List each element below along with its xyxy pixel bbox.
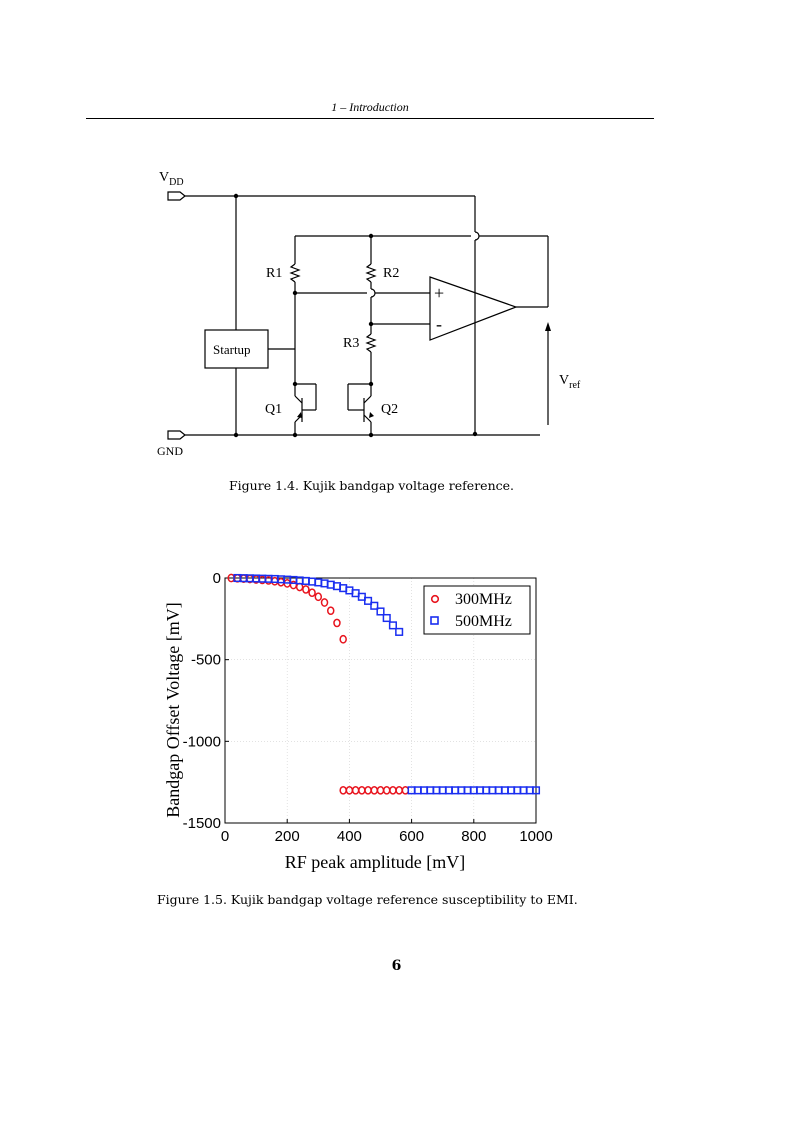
x-tick-label: 600 xyxy=(399,828,424,845)
x-axis-label: RF peak amplitude [mV] xyxy=(285,852,465,872)
gnd-label: GND xyxy=(157,444,183,458)
r1-label: R1 xyxy=(266,266,282,281)
y-tick-label: 0 xyxy=(213,570,221,587)
series-0-point xyxy=(339,634,347,644)
legend-500mhz-marker xyxy=(430,616,439,625)
x-tick-label: 200 xyxy=(275,828,300,845)
vdd-label: VDD xyxy=(159,170,184,188)
opamp-plus-label: + xyxy=(434,283,444,303)
r2-resistor xyxy=(365,263,377,283)
page-number: 6 xyxy=(391,958,402,974)
r3-label: R3 xyxy=(343,336,359,351)
series-0-point xyxy=(289,580,298,590)
y-tick-label: -1000 xyxy=(183,733,221,750)
x-tick-label: 0 xyxy=(221,828,229,845)
op-amp xyxy=(429,276,518,341)
x-tick-label: 400 xyxy=(337,828,362,845)
header-rule xyxy=(86,118,654,119)
figure-1-4-caption: Figure 1.4. Kujik bandgap voltage refere… xyxy=(229,478,514,493)
emi-susceptibility-chart: 0 200 400 600 800 1000 0 -500 -1000 -1500 300MHz … xyxy=(163,570,553,872)
opamp-minus-label: - xyxy=(436,314,442,334)
series-0-point xyxy=(326,606,335,616)
r3-resistor xyxy=(365,333,377,353)
figure-1-5-caption: Figure 1.5. Kujik bandgap voltage refere… xyxy=(157,892,578,907)
series-0-point xyxy=(364,785,372,795)
x-tick-label: 800 xyxy=(461,828,486,845)
bandgap-circuit-diagram: VDD GND R1 R2 R3 Q1 Q2 Startup + - Vref xyxy=(157,170,581,458)
series-1-point xyxy=(388,621,397,630)
series-1-point xyxy=(364,596,373,605)
vdd-terminal xyxy=(167,191,186,201)
running-header: 1 – Introduction xyxy=(331,100,409,114)
x-tick-label: 1000 xyxy=(519,828,552,845)
series-1-point xyxy=(357,592,366,601)
vref-label: Vref xyxy=(559,373,581,391)
legend: 300MHz 500MHz xyxy=(423,585,531,635)
series-0-point xyxy=(314,592,323,602)
series-0-point xyxy=(302,585,310,594)
y-tick-label: -1500 xyxy=(183,815,221,832)
startup-label: Startup xyxy=(213,342,251,357)
series-1-point xyxy=(382,613,391,623)
series-0-point xyxy=(382,785,391,795)
series-0-point xyxy=(401,785,410,795)
plot-area xyxy=(224,577,537,824)
q1-label: Q1 xyxy=(265,402,282,417)
series-0-point xyxy=(351,785,360,795)
series-1-point xyxy=(370,601,379,610)
y-tick-label: -500 xyxy=(191,652,221,669)
series-0-point xyxy=(339,785,347,795)
series-0-point xyxy=(320,598,329,607)
series-0-point xyxy=(395,785,403,795)
gnd-terminal xyxy=(167,430,186,440)
series-0-point xyxy=(308,588,316,598)
series-0-point xyxy=(370,785,379,795)
series-0-point xyxy=(376,785,385,795)
series-0-point xyxy=(345,785,354,795)
r2-label: R2 xyxy=(383,266,399,281)
q2-label: Q2 xyxy=(381,402,398,417)
series-0-point xyxy=(271,576,279,586)
r1-resistor xyxy=(289,263,301,283)
series-1-point xyxy=(376,607,385,616)
series-1-point xyxy=(395,627,404,636)
series-1-point xyxy=(531,786,541,795)
series-0-point xyxy=(358,785,366,795)
series-0-point xyxy=(389,785,397,795)
legend-300mhz-marker xyxy=(430,594,440,604)
series-0-point xyxy=(333,618,341,628)
legend-500mhz-label: 500MHz xyxy=(455,613,512,630)
legend-300mhz-label: 300MHz xyxy=(455,591,512,608)
y-axis-label: Bandgap Offset Voltage [mV] xyxy=(163,602,183,817)
